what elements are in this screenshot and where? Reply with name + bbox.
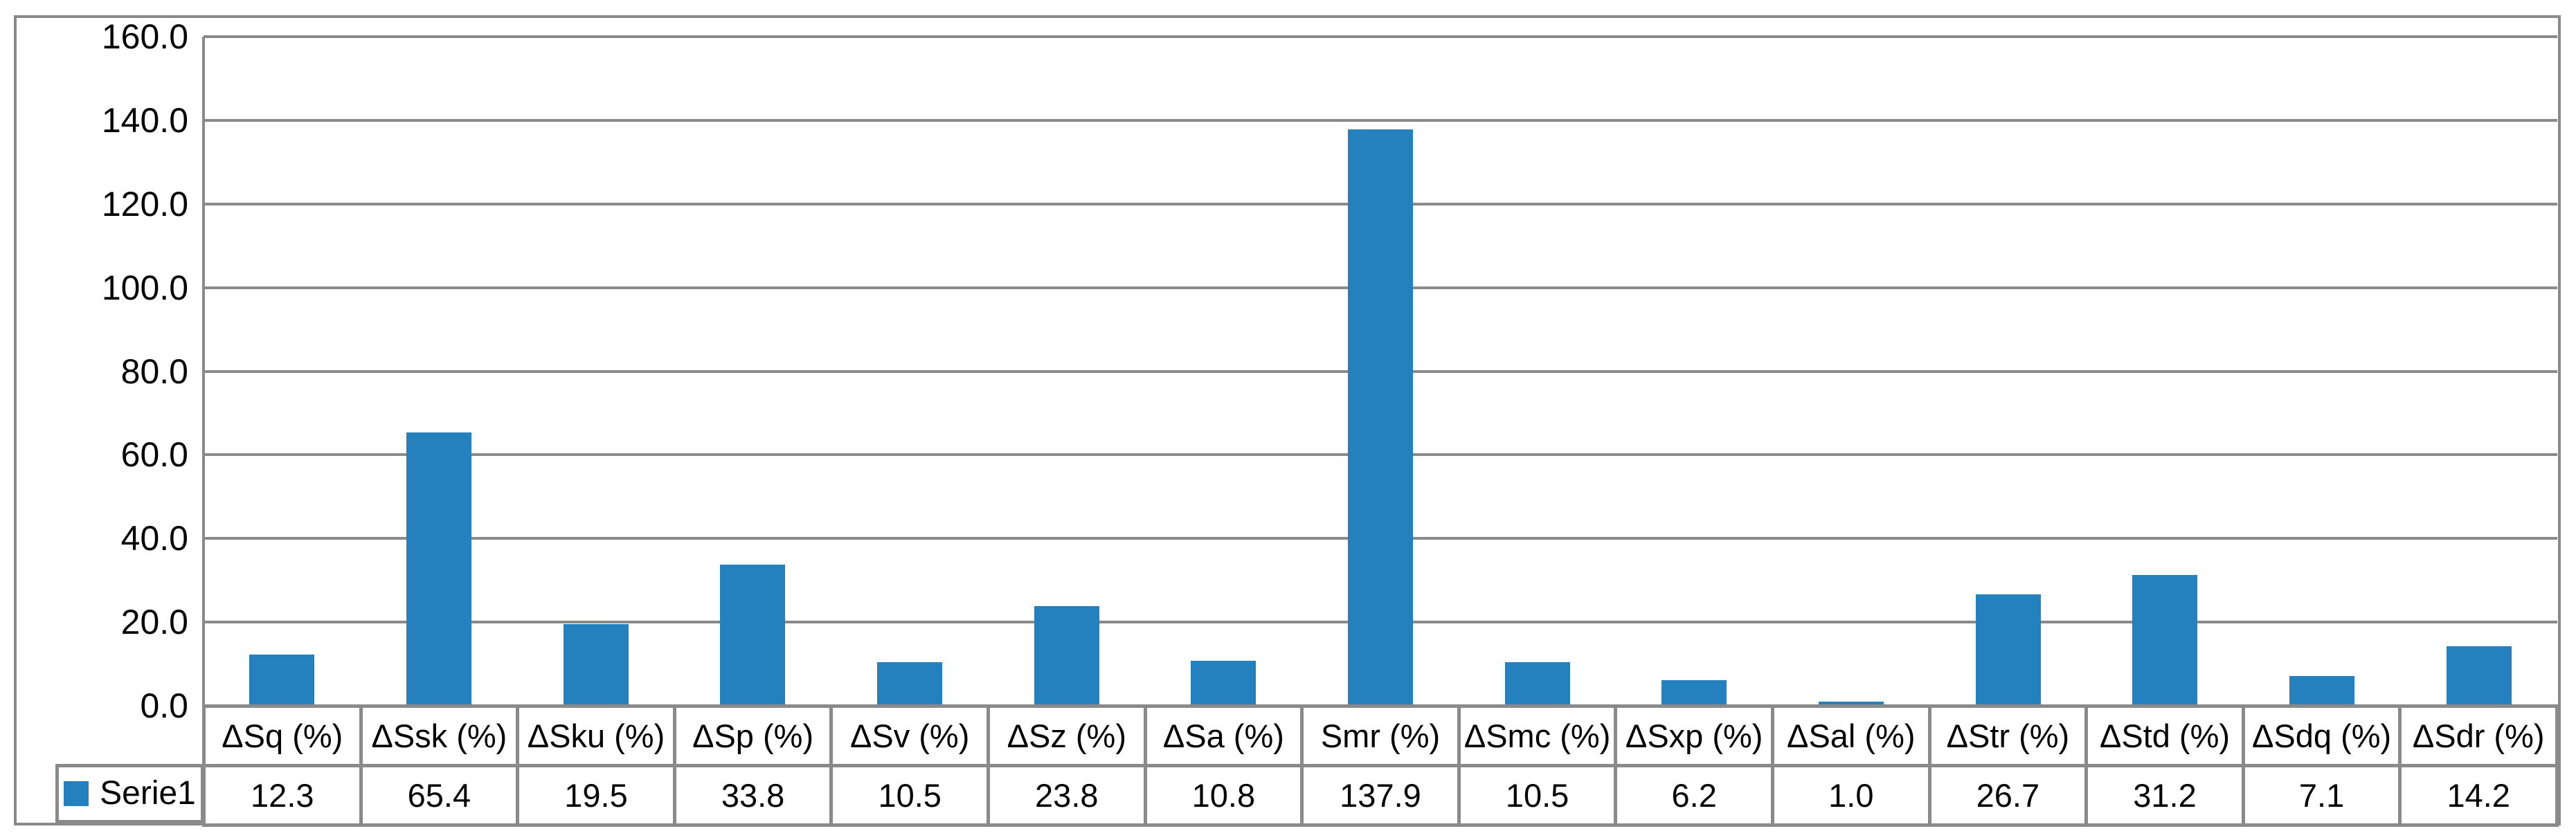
y-axis-tick-label: 120.0 bbox=[101, 184, 188, 223]
value-cell: 6.2 bbox=[1614, 764, 1771, 823]
bar-14-sdq bbox=[2289, 676, 2354, 706]
bar-2-ssk bbox=[406, 432, 471, 706]
y-axis-tick-label: 60.0 bbox=[120, 435, 188, 475]
value-cell: 7.1 bbox=[2241, 764, 2399, 823]
legend: Serie1 bbox=[55, 764, 204, 823]
y-axis-tick-label: 40.0 bbox=[120, 519, 188, 558]
gridline-y-160.0 bbox=[204, 35, 2557, 38]
category-header-cell: Smr (%) bbox=[1300, 704, 1457, 764]
y-axis-tick-label: 140.0 bbox=[101, 100, 188, 140]
y-axis-tick-label: 0.0 bbox=[140, 686, 188, 725]
category-header-cell: ΔSdq (%) bbox=[2241, 704, 2399, 764]
y-axis-tick-label: 80.0 bbox=[120, 351, 188, 391]
value-cell: 26.7 bbox=[1927, 764, 2085, 823]
bar-11-sal bbox=[1819, 701, 1884, 706]
bar-13-std bbox=[2132, 575, 2198, 706]
category-header-cell: ΔSmc (%) bbox=[1457, 704, 1614, 764]
value-cell: 19.5 bbox=[516, 764, 673, 823]
category-header-cell: ΔSz (%) bbox=[987, 704, 1144, 764]
category-header-cell: ΔSdr (%) bbox=[2398, 704, 2555, 764]
value-cell: 10.5 bbox=[1457, 764, 1614, 823]
bar-15-sdr bbox=[2446, 646, 2512, 706]
value-cell: 31.2 bbox=[2084, 764, 2242, 823]
category-header-cell: ΔSku (%) bbox=[516, 704, 673, 764]
bar-8-smr bbox=[1348, 129, 1413, 706]
bar-6-sz bbox=[1034, 606, 1099, 706]
y-axis-tick-label: 100.0 bbox=[101, 268, 188, 307]
bar-5-sv bbox=[877, 661, 942, 706]
chart-data-table: ΔSq (%) ΔSsk (%) ΔSku (%) ΔSp (%) ΔSv (%) ΔSz… bbox=[202, 704, 2559, 827]
category-header-cell: ΔSal (%) bbox=[1771, 704, 1928, 764]
value-cell: 137.9 bbox=[1300, 764, 1457, 823]
bar-4-sp bbox=[720, 564, 786, 706]
bar-7-sa bbox=[1191, 660, 1257, 706]
y-axis-line bbox=[202, 37, 205, 706]
category-header-cell: ΔStr (%) bbox=[1927, 704, 2085, 764]
category-header-cell: ΔSp (%) bbox=[672, 704, 830, 764]
value-cell: 12.3 bbox=[202, 764, 359, 823]
gridline-y-140.0 bbox=[204, 118, 2557, 122]
bar-1-sq bbox=[249, 654, 315, 706]
category-header-cell: ΔStd (%) bbox=[2084, 704, 2242, 764]
bar-9-smc bbox=[1504, 661, 1570, 706]
y-axis-tick-label: 160.0 bbox=[101, 17, 188, 56]
category-header-cell: ΔSxp (%) bbox=[1614, 704, 1771, 764]
value-cell: 1.0 bbox=[1771, 764, 1928, 823]
bar-12-str bbox=[1975, 594, 2041, 706]
bar-3-sku bbox=[563, 624, 629, 706]
value-cell: 23.8 bbox=[987, 764, 1144, 823]
y-axis-tick-label: 20.0 bbox=[120, 603, 188, 642]
bar-10-sxp bbox=[1661, 679, 1727, 706]
legend-series-label: Serie1 bbox=[100, 775, 196, 812]
category-header-cell: ΔSsk (%) bbox=[359, 704, 516, 764]
category-header-cell: ΔSa (%) bbox=[1143, 704, 1301, 764]
value-cell: 14.2 bbox=[2398, 764, 2555, 823]
series-color-swatch-icon bbox=[64, 781, 89, 806]
category-header-cell: ΔSq (%) bbox=[202, 704, 359, 764]
value-cell: 10.5 bbox=[829, 764, 987, 823]
category-header-cell: ΔSv (%) bbox=[829, 704, 987, 764]
value-cell: 65.4 bbox=[359, 764, 516, 823]
value-cell: 33.8 bbox=[672, 764, 830, 823]
value-cell: 10.8 bbox=[1143, 764, 1301, 823]
